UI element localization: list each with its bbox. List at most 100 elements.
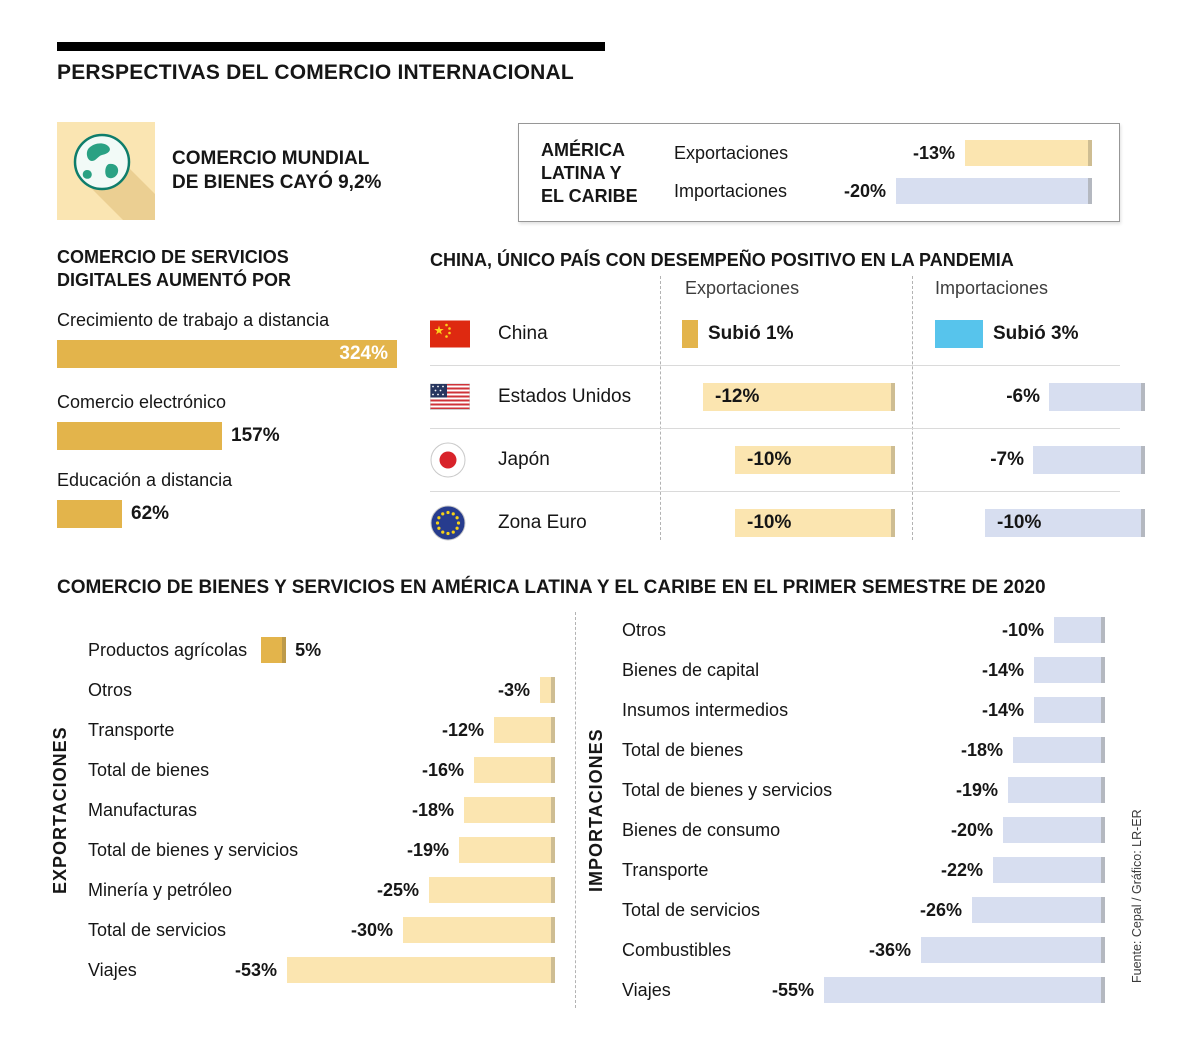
bar-label: Total de bienes — [622, 739, 744, 760]
bar — [824, 977, 1105, 1003]
bar-label: Otros — [88, 679, 133, 700]
globe-icon — [57, 122, 155, 220]
bar-label: Otros — [622, 619, 667, 640]
bar — [1054, 617, 1105, 643]
bar — [57, 422, 222, 450]
latam-region-label: AMÉRICA LATINA Y EL CARIBE — [541, 139, 638, 208]
latam-region-line3: EL CARIBE — [541, 186, 638, 206]
digital-bar-row: 324% — [57, 340, 397, 368]
bar-value: -18% — [960, 739, 1003, 760]
export-bar-row: Otros -3% — [88, 670, 555, 710]
bar-label: Insumos intermedios — [622, 699, 789, 720]
bar-label: Crecimiento de trabajo a distancia — [57, 310, 330, 330]
import-bar-row: Viajes -55% — [622, 970, 1105, 1010]
bar-value: 157% — [231, 425, 280, 446]
bar-value: -36% — [868, 939, 911, 960]
bar-value: Subió 3% — [993, 322, 1079, 344]
export-bar-row: Total de bienes y servicios -19% — [88, 830, 555, 870]
bar-label: Educación a distancia — [57, 470, 233, 490]
import-bar-row: Total de bienes -18% — [622, 730, 1105, 770]
bar-value: 324% — [339, 343, 388, 364]
bar-value: 62% — [131, 503, 170, 524]
exports-bar: -12% — [703, 383, 895, 411]
china-table-row: Estados Unidos -12% -6% — [430, 365, 1145, 428]
imports-bar: -10% — [985, 509, 1145, 537]
bar — [1013, 737, 1105, 763]
china-table-row: China Subió 1% Subió 3% — [430, 302, 1120, 365]
bar-label: Bienes de consumo — [622, 819, 781, 840]
exports-cell: -12% — [662, 366, 895, 428]
exports-cell: -10% — [662, 429, 895, 491]
exports-bar — [682, 319, 698, 348]
bar — [464, 797, 555, 823]
bar — [1008, 777, 1105, 803]
bar — [261, 637, 287, 663]
export-bar-row: Total de bienes -16% — [88, 750, 555, 790]
import-bar-row: Total de bienes y servicios -19% — [622, 770, 1105, 810]
country-label: China — [498, 322, 548, 344]
export-bar-row: Total de servicios -30% — [88, 910, 555, 950]
latam-bars: Exportaciones -13% Importaciones -20% — [674, 138, 1092, 214]
bar-value: -20% — [950, 819, 993, 840]
world-trade-line2: DE BIENES CAYÓ 9,2% — [172, 172, 382, 193]
exports-bar: -10% — [735, 509, 895, 537]
bar-value: -18% — [411, 799, 454, 820]
bar-value: -25% — [376, 879, 419, 900]
bar-value: -55% — [771, 979, 814, 1000]
bar — [57, 500, 122, 528]
bar-value: -14% — [981, 699, 1024, 720]
latam-exports-row: Exportaciones -13% — [674, 138, 1092, 168]
bar-value: 5% — [295, 639, 322, 660]
source-credit: Fuente: Cepal / Gráfico: LR-ER — [1130, 809, 1144, 983]
semester-section-title: COMERCIO DE BIENES Y SERVICIOS EN AMÉRIC… — [57, 577, 1046, 598]
export-bar-row: Viajes -53% — [88, 950, 555, 990]
bar-label: Transporte — [622, 859, 709, 880]
world-trade-headline: COMERCIO MUNDIAL DE BIENES CAYÓ 9,2% — [172, 147, 381, 195]
bar-value: -10% — [1001, 619, 1044, 640]
exports-column-header: Exportaciones — [685, 278, 800, 298]
imports-cell: -10% — [915, 492, 1145, 554]
bar — [429, 877, 555, 903]
imports-bar-list: Otros -10% Bienes de capital -14% Insumo… — [622, 610, 1105, 1010]
country-label: Estados Unidos — [498, 386, 632, 407]
exports-axis-label: EXPORTACIONES — [50, 726, 70, 894]
china-table-title: CHINA, ÚNICO PAÍS CON DESEMPEÑO POSITIVO… — [430, 250, 1014, 270]
bar-value: -53% — [234, 959, 277, 980]
bar — [1034, 697, 1105, 723]
bar — [1034, 657, 1105, 683]
bar-label: Transporte — [88, 719, 175, 740]
digital-services-title: COMERCIO DE SERVICIOS DIGITALES AUMENTÓ … — [57, 246, 291, 292]
globe-card — [57, 122, 155, 220]
latam-summary-box: AMÉRICA LATINA Y EL CARIBE Exportaciones… — [518, 123, 1120, 222]
dashed-divider — [575, 612, 576, 1008]
import-bar-row: Combustibles -36% — [622, 930, 1105, 970]
bar-label: Manufacturas — [88, 799, 198, 820]
imports-cell: -6% — [915, 366, 1145, 428]
import-bar-row: Transporte -22% — [622, 850, 1105, 890]
bar — [972, 897, 1105, 923]
bar-label: Total de bienes y servicios — [88, 839, 299, 860]
bar-label: Total de bienes y servicios — [622, 779, 833, 800]
china-table-rows: China Subió 1% Subió 3% — [430, 302, 1145, 554]
exports-cell: Subió 1% — [662, 302, 895, 365]
latam-region-line2: LATINA Y — [541, 163, 622, 183]
bar-value: -26% — [919, 899, 962, 920]
bar — [474, 757, 555, 783]
bar-label: Productos agrícolas — [88, 639, 248, 660]
bar — [494, 717, 555, 743]
digital-title-line2: DIGITALES AUMENTÓ POR — [57, 270, 291, 290]
bar-label: Combustibles — [622, 939, 732, 960]
latam-imports-row: Importaciones -20% — [674, 176, 1092, 206]
bar-label: Exportaciones — [674, 142, 789, 163]
country-label: Zona Euro — [498, 512, 587, 533]
bar — [1003, 817, 1105, 843]
china-table: CHINA, ÚNICO PAÍS CON DESEMPEÑO POSITIVO… — [430, 250, 1145, 562]
bar-label: Total de bienes — [88, 759, 210, 780]
dashed-divider — [912, 276, 913, 540]
bar-value: -7% — [990, 449, 1024, 470]
imports-cell: -7% — [915, 429, 1145, 491]
import-bar-row: Otros -10% — [622, 610, 1105, 650]
bar — [993, 857, 1105, 883]
bar-value: -16% — [421, 759, 464, 780]
exports-bar-list: Productos agrícolas 5% Otros -3% Transpo… — [88, 630, 555, 990]
